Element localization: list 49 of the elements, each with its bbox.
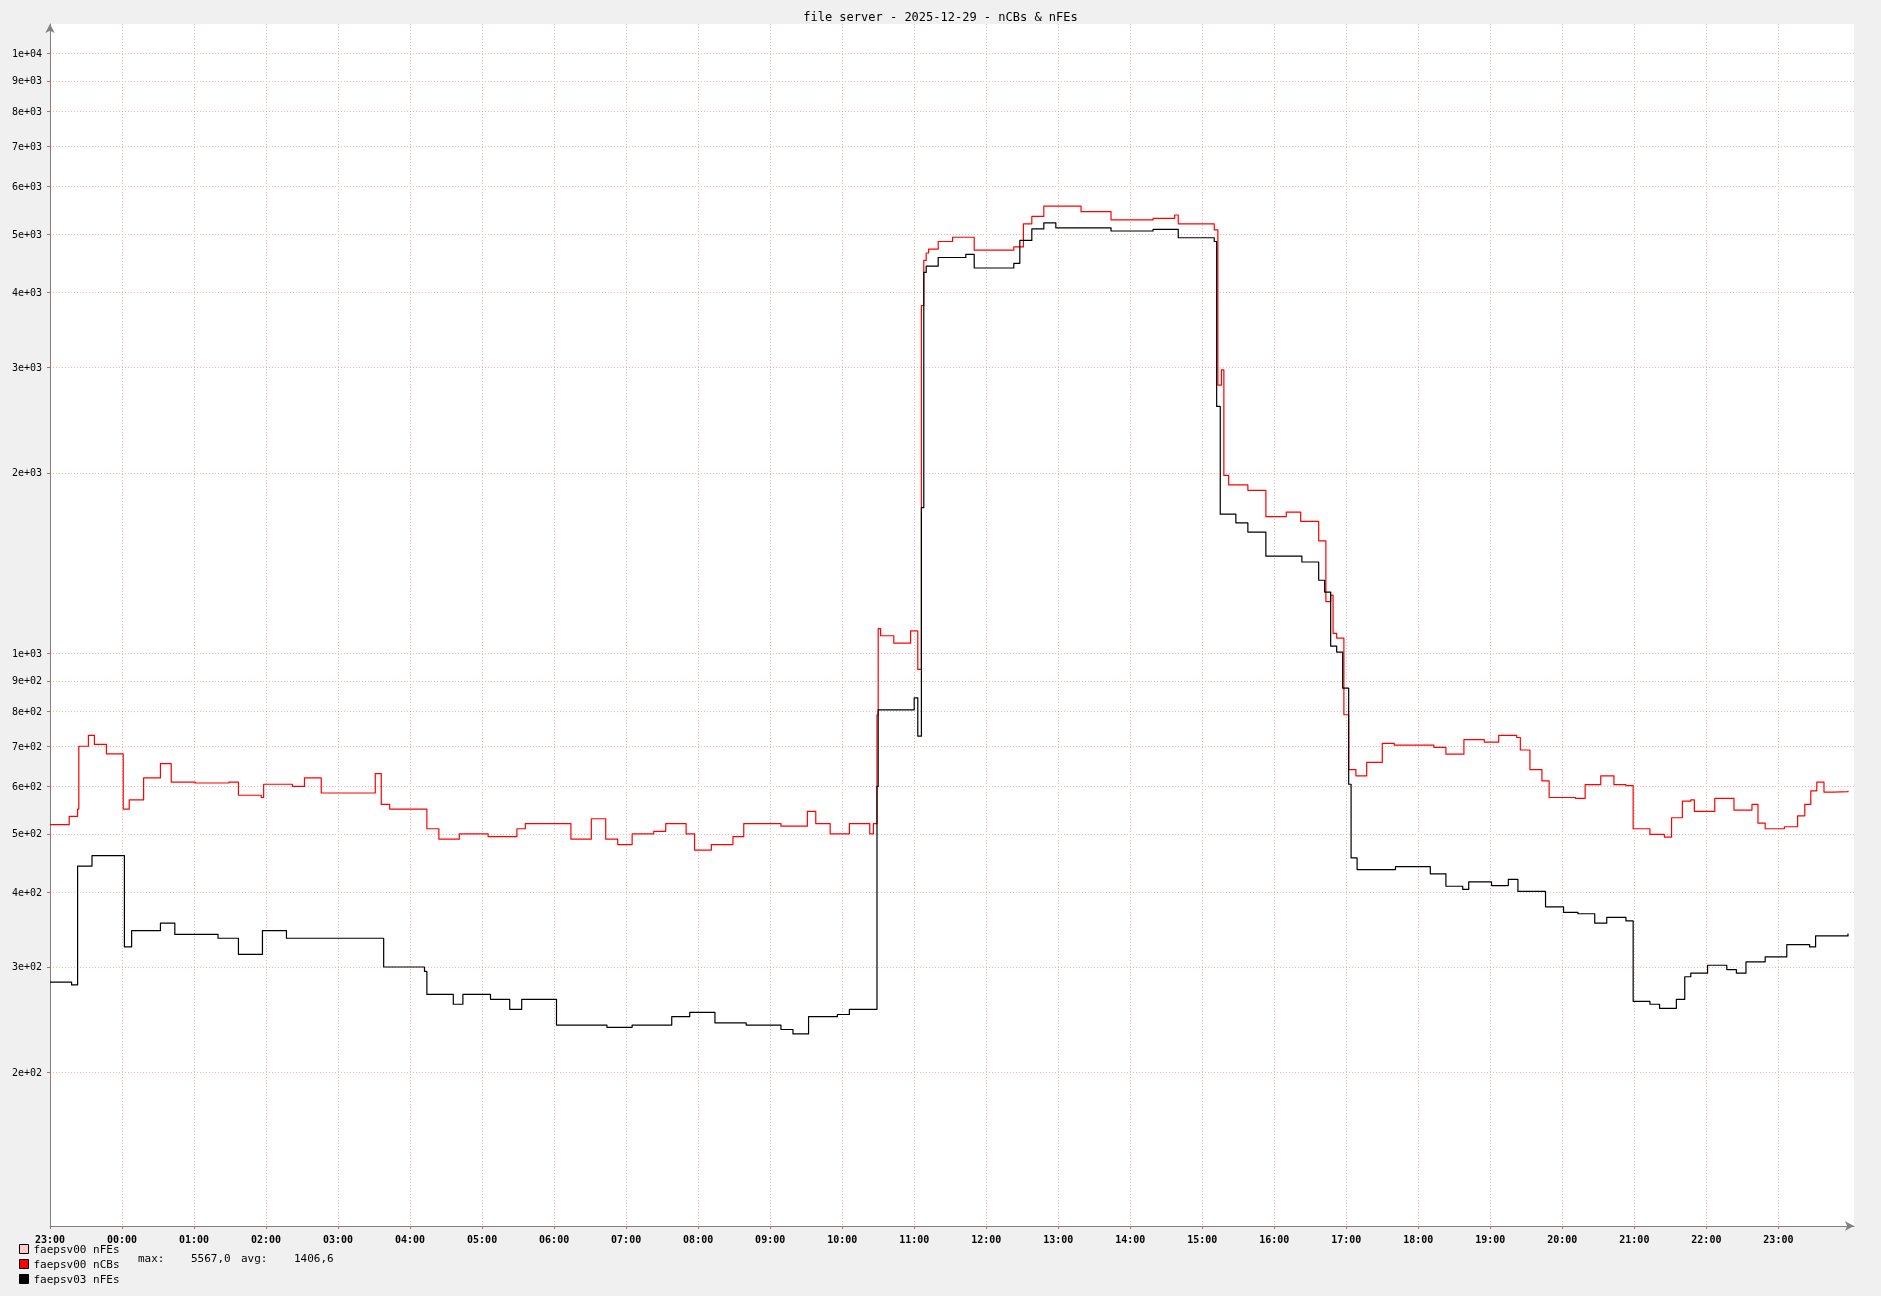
x-tick-label: 18:00 <box>1403 1233 1434 1245</box>
x-tick-label: 19:00 <box>1475 1233 1506 1245</box>
x-tick-label: 07:00 <box>611 1233 642 1245</box>
x-tick-label: 08:00 <box>683 1233 714 1245</box>
text: avg: 1406,6 <box>241 1252 334 1265</box>
x-tick-label: 20:00 <box>1547 1233 1578 1245</box>
x-tick-label: 02:00 <box>250 1233 282 1245</box>
text: max: 5567,0 <box>138 1252 231 1265</box>
x-tick-label: 06:00 <box>539 1233 570 1245</box>
x-tick-label: 03:00 <box>323 1233 354 1245</box>
y-tick-label: 4e+03 <box>11 286 42 298</box>
y-tick-label: 8e+02 <box>11 705 42 717</box>
x-tick-label: 00:00 <box>106 1233 138 1245</box>
y-tick-label: 9e+03 <box>11 75 42 87</box>
y-tick-label: 3e+02 <box>11 961 42 973</box>
x-tick-label: 01:00 <box>178 1233 210 1245</box>
y-tick-label: 2e+02 <box>11 1067 42 1079</box>
x-tick-label: 15:00 <box>1187 1233 1218 1245</box>
y-tick-label: 6e+02 <box>11 780 42 792</box>
y-tick-label: 5e+03 <box>11 228 42 240</box>
x-tick-label: 12:00 <box>971 1233 1002 1245</box>
y-tick-label: 7e+03 <box>11 140 42 152</box>
y-tick-label: 5e+02 <box>11 828 42 840</box>
x-tick-label: 10:00 <box>827 1233 858 1245</box>
x-tick-label: 09:00 <box>755 1233 786 1245</box>
y-tick-label: 1e+04 <box>11 48 42 60</box>
legend-label: faepsv00 nCBs <box>33 1257 120 1271</box>
x-tick-label: 17:00 <box>1331 1233 1362 1245</box>
x-tick-label: 13:00 <box>1043 1233 1074 1245</box>
y-tick-label: 3e+03 <box>11 361 42 373</box>
y-tick-label: 7e+02 <box>11 740 42 752</box>
x-tick-label: 23:00 <box>34 1233 66 1245</box>
x-tick-label: 16:00 <box>1259 1233 1290 1245</box>
x-tick-label: 11:00 <box>899 1233 930 1245</box>
chart-title: file server - 2025-12-29 - nCBs & nFEs <box>803 10 1078 24</box>
y-tick-label: 8e+03 <box>11 106 42 118</box>
legend-label: faepsv03 nFEs <box>33 1272 120 1286</box>
y-tick-label: 6e+03 <box>11 181 42 193</box>
x-tick-label: 04:00 <box>395 1233 426 1245</box>
legend-label: faepsv00 nFEs <box>33 1242 120 1256</box>
y-tick-label: 2e+03 <box>11 467 42 479</box>
y-tick-label: 4e+02 <box>11 886 42 898</box>
x-tick-label: 14:00 <box>1115 1233 1146 1245</box>
y-tick-label: 1e+03 <box>11 647 42 659</box>
x-tick-label: 23:00 <box>1763 1233 1794 1245</box>
y-tick-label: 9e+02 <box>11 675 42 687</box>
x-tick-label: 21:00 <box>1619 1233 1650 1245</box>
x-tick-label: 05:00 <box>467 1233 498 1245</box>
x-tick-label: 22:00 <box>1691 1233 1722 1245</box>
